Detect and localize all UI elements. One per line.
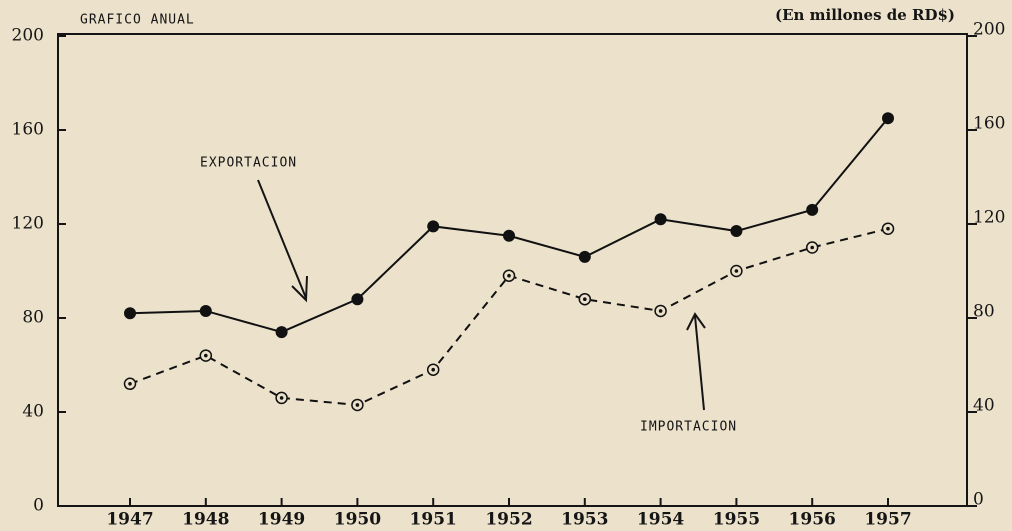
x-tick-label: 1947	[106, 510, 153, 530]
point-dot	[507, 273, 511, 278]
y-tick-label: 160	[12, 120, 44, 140]
point	[654, 213, 667, 226]
annotation-arrows	[257, 179, 706, 411]
arrow-head	[686, 312, 706, 331]
point-dot	[128, 382, 132, 386]
y2-tick-label: 80	[973, 302, 995, 322]
arrow	[694, 315, 705, 411]
x-tick-label: 1948	[182, 510, 229, 530]
point	[351, 293, 364, 306]
x-tick-label: 1953	[561, 510, 608, 530]
series-label: EXPORTACION	[200, 156, 297, 171]
point-dot	[734, 269, 739, 273]
point	[578, 250, 591, 263]
y-tick-label: 120	[12, 214, 44, 234]
y-tick-label: 0	[33, 496, 44, 516]
y-tick-label: 200	[12, 26, 44, 46]
x-tick-label: 1955	[713, 510, 760, 530]
point	[806, 203, 819, 216]
point-dot	[204, 353, 208, 358]
point	[730, 225, 743, 238]
point-dot	[431, 367, 436, 372]
point-dot	[658, 309, 663, 313]
point-dot	[279, 396, 284, 400]
x-tick-label: 1950	[334, 510, 381, 530]
point	[503, 229, 515, 242]
x-tick-label: 1952	[485, 510, 532, 530]
point	[199, 304, 212, 317]
chart-title: GRAFICO ANUAL	[80, 13, 195, 28]
point-dot	[355, 403, 360, 407]
y2-tick-label: 160	[973, 114, 1005, 134]
x-tick-label: 1956	[789, 510, 836, 530]
x-tick-label: 1951	[410, 510, 457, 530]
x-tick-label: 1954	[637, 510, 684, 530]
x-tick-label: 1957	[864, 510, 911, 530]
series-label: IMPORTACION	[640, 420, 737, 435]
point-dot	[583, 297, 587, 302]
point	[882, 112, 894, 125]
point	[124, 307, 136, 320]
point	[427, 220, 440, 233]
y2-tick-label: 120	[973, 208, 1005, 228]
point	[275, 326, 288, 339]
arrow-head	[291, 275, 308, 303]
x-tick-label: 1949	[258, 510, 305, 530]
point-dot	[886, 226, 890, 231]
chart-subtitle: (En millones de RD$)	[775, 6, 955, 24]
y-tick-label: 80	[22, 308, 44, 328]
y2-tick-label: 0	[973, 490, 984, 510]
point-dot	[810, 245, 814, 250]
plot-frame	[57, 33, 968, 507]
y2-tick-label: 40	[973, 396, 995, 416]
arrow	[257, 179, 307, 299]
y2-tick-label: 200	[973, 20, 1005, 40]
y-tick-label: 40	[22, 402, 44, 422]
